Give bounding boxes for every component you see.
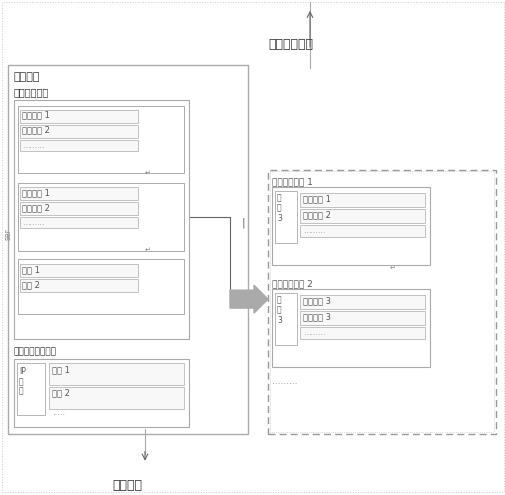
Bar: [299, 311, 424, 325]
Bar: [20, 188, 138, 200]
Text: 告警 2: 告警 2: [22, 280, 40, 289]
Bar: [299, 209, 424, 223]
Text: 口: 口: [19, 386, 24, 395]
Text: 资源 2: 资源 2: [52, 389, 70, 398]
Bar: [20, 125, 138, 138]
Text: IP: IP: [19, 367, 26, 376]
Bar: [299, 225, 424, 237]
Text: ·····: ·····: [52, 411, 65, 420]
Bar: [14, 359, 189, 427]
Text: 同步告警 3: 同步告警 3: [302, 312, 330, 321]
Text: 告警订阅策略列表: 告警订阅策略列表: [14, 347, 57, 356]
Bar: [299, 194, 424, 207]
Text: 实时告警缓存: 实时告警缓存: [14, 87, 49, 97]
Bar: [49, 387, 184, 409]
Bar: [20, 279, 138, 292]
Bar: [17, 363, 45, 415]
Bar: [274, 293, 296, 345]
Text: 同步告警列表 2: 同步告警列表 2: [272, 279, 312, 288]
FancyArrow shape: [230, 285, 268, 313]
Text: 端: 端: [19, 377, 24, 386]
Text: 告警 1: 告警 1: [22, 265, 40, 274]
Bar: [20, 217, 138, 228]
Bar: [49, 363, 184, 385]
Text: 同步告警 1: 同步告警 1: [22, 189, 50, 198]
Bar: [18, 184, 184, 251]
Text: 超时告警 1: 超时告警 1: [22, 111, 50, 120]
Text: 同步消息: 同步消息: [112, 479, 142, 492]
Bar: [18, 106, 184, 173]
Text: 同步告警 1: 同步告警 1: [302, 195, 330, 203]
Text: 超时告警 2: 超时告警 2: [22, 126, 50, 135]
Text: ↵: ↵: [389, 265, 395, 271]
Text: ↵: ↵: [145, 169, 150, 176]
Bar: [272, 289, 429, 367]
Text: ………: ………: [302, 328, 325, 337]
Bar: [14, 99, 189, 339]
Text: 告警装置: 告警装置: [14, 72, 40, 82]
Text: ↵: ↵: [145, 248, 150, 253]
Text: ………: ………: [22, 218, 44, 227]
Text: |: |: [241, 217, 245, 228]
Text: 同步告警列表 1: 同步告警列表 1: [272, 178, 312, 187]
Bar: [299, 327, 424, 339]
Bar: [18, 259, 184, 314]
Bar: [270, 171, 493, 432]
Bar: [274, 192, 296, 243]
Bar: [20, 110, 138, 123]
Text: 同步告警 2: 同步告警 2: [22, 203, 50, 212]
Text: ………: ………: [302, 226, 325, 235]
Text: 资
源
3: 资 源 3: [276, 194, 281, 223]
Bar: [20, 202, 138, 215]
Text: 资源 1: 资源 1: [52, 365, 70, 374]
Text: 同步告警 3: 同步告警 3: [302, 296, 330, 305]
Text: 同步消息响应: 同步消息响应: [268, 38, 313, 51]
Text: 同步告警 2: 同步告警 2: [302, 210, 330, 219]
Bar: [8, 65, 247, 434]
Bar: [20, 140, 138, 150]
Text: 资
源
3: 资 源 3: [276, 295, 281, 325]
Bar: [299, 295, 424, 309]
Text: ………: ………: [22, 141, 44, 149]
Bar: [272, 188, 429, 265]
Text: ser: ser: [4, 228, 13, 240]
Bar: [268, 169, 495, 434]
Bar: [20, 264, 138, 277]
Text: ………: ………: [272, 377, 297, 386]
